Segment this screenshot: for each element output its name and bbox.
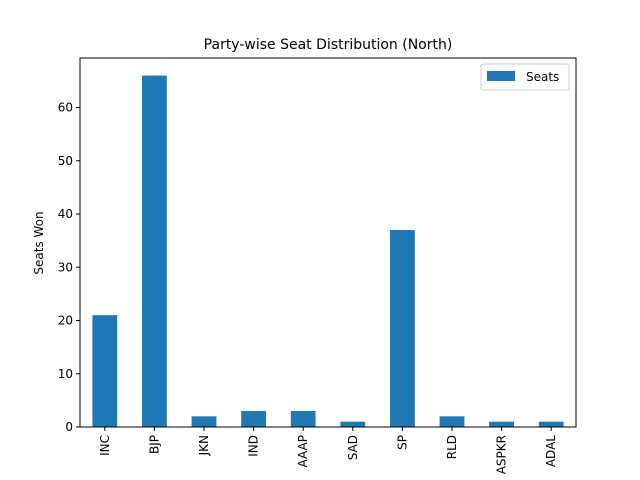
bars-layer [92, 75, 564, 427]
bar-rld [439, 416, 465, 427]
y-tick-label: 50 [58, 154, 73, 168]
x-axis-ticks: INC BJP JKN IND AAAP SAD SP RLD ASPKR ADAL [98, 427, 558, 474]
y-tick-label: 10 [58, 367, 73, 381]
bar-inc [92, 315, 118, 427]
legend-label: Seats [526, 70, 559, 84]
y-tick-label: 30 [58, 260, 73, 274]
bar-sp [390, 229, 415, 427]
x-tick-label: SP [395, 435, 409, 450]
x-tick-label: JKN [197, 435, 211, 456]
x-tick-label: RLD [445, 435, 459, 459]
bar-aaap [290, 411, 316, 427]
y-axis-label: Seats Won [32, 211, 46, 274]
y-tick-label: 60 [58, 101, 73, 115]
bar-jkn [191, 416, 217, 427]
legend-box [480, 63, 570, 91]
bar-adal [538, 421, 564, 427]
y-tick-label: 40 [58, 207, 73, 221]
plot-frame [79, 57, 577, 428]
y-tick-label: 20 [58, 314, 73, 328]
x-tick-label: SAD [346, 435, 360, 460]
y-tick-label: 0 [65, 420, 73, 434]
x-tick-label: ADAL [544, 435, 558, 467]
chart-title: Party-wise Seat Distribution (North) [204, 37, 453, 53]
bar-ind [241, 411, 266, 427]
legend-swatch [487, 71, 515, 81]
legend: Seats [480, 63, 570, 91]
x-tick-label: ASPKR [495, 435, 509, 474]
y-axis-ticks: 0 10 20 30 40 50 60 [58, 101, 80, 434]
x-tick-label: AAAP [296, 435, 310, 468]
bar-sad [340, 421, 366, 427]
bar-bjp [142, 75, 167, 427]
x-tick-label: IND [247, 435, 261, 457]
x-tick-label: INC [98, 435, 112, 456]
bar-aspkr [489, 421, 514, 427]
x-tick-label: BJP [147, 435, 161, 454]
